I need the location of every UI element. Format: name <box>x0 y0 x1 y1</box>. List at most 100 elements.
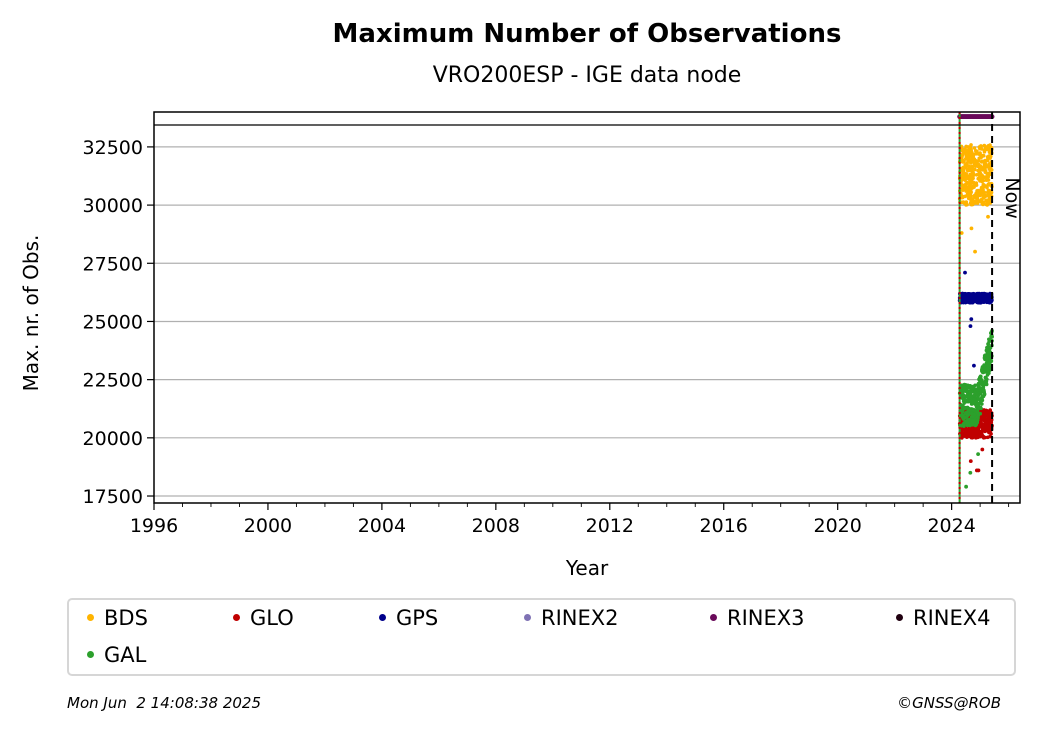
data-point-bds <box>987 154 991 158</box>
data-point-gal <box>977 384 981 388</box>
plot-area-frame <box>153 111 1021 504</box>
y-tick-label: 17500 <box>83 486 143 508</box>
observations-chart: Maximum Number of Observations VRO200ESP… <box>19 19 1023 580</box>
data-point-glo <box>974 434 979 439</box>
data-point-gal <box>978 374 983 379</box>
data-point-gps <box>976 293 980 297</box>
legend-item-rinex2: RINEX2 <box>524 606 619 630</box>
data-point-glo <box>980 425 985 429</box>
data-point-glo <box>983 435 988 440</box>
legend-label-rinex2: RINEX2 <box>541 606 619 630</box>
legend-item-gps: GPS <box>379 606 438 630</box>
data-point-gps-outlier <box>968 324 973 329</box>
legend-marker-bds <box>87 613 94 621</box>
data-point-bds <box>989 168 993 173</box>
legend-label-rinex3: RINEX3 <box>727 606 805 630</box>
data-point-gal <box>962 406 966 410</box>
data-point-gal <box>983 375 988 380</box>
data-point-bds <box>985 200 990 205</box>
data-point-bds <box>980 166 985 171</box>
grid-layer <box>154 146 1020 497</box>
y-tick-label: 20000 <box>83 428 143 450</box>
data-point-bds <box>983 145 988 150</box>
points-layer <box>957 114 995 489</box>
data-point-bds <box>966 168 970 173</box>
data-point-bds <box>961 165 966 170</box>
data-point-gal <box>969 394 974 399</box>
data-point-bds <box>983 175 988 179</box>
legend-item-bds: BDS <box>87 606 148 630</box>
data-point-gal <box>986 368 990 373</box>
data-point-bds <box>980 187 984 191</box>
legend-marker-rinex3 <box>710 613 717 621</box>
data-point-glo-outlier <box>968 459 973 464</box>
data-point-gal <box>985 365 990 370</box>
data-point-gal <box>974 392 979 396</box>
data-point-bds <box>972 199 976 204</box>
data-point-glo <box>970 429 975 434</box>
data-point-bds <box>979 160 984 164</box>
data-point-bds <box>966 194 971 199</box>
data-point-gal <box>964 399 969 403</box>
x-tick-label: 2004 <box>358 515 406 537</box>
data-point-gal <box>978 399 983 404</box>
data-point-bds <box>987 162 992 166</box>
data-point-bds <box>985 164 990 169</box>
data-point-gal <box>986 354 990 358</box>
data-point-gps <box>978 300 982 305</box>
data-point-bds <box>980 153 984 158</box>
x-tick-label: 1996 <box>130 515 178 537</box>
x-tick-label: 2016 <box>700 515 748 537</box>
data-point-glo <box>981 417 986 421</box>
x-tick-label: 2012 <box>586 515 634 537</box>
data-point-bds <box>963 194 968 199</box>
data-point-gps <box>969 294 974 299</box>
vline-layer <box>958 112 994 503</box>
data-point-gal <box>988 360 992 365</box>
data-point-glo <box>973 430 978 435</box>
data-point-glo <box>986 419 991 424</box>
data-point-bds <box>975 188 979 193</box>
data-point-gal <box>970 401 975 405</box>
data-point-gal <box>961 415 965 420</box>
legend-marker-gps <box>379 613 386 621</box>
data-point-bds <box>976 172 981 177</box>
legend-item-glo: GLO <box>233 606 294 630</box>
data-point-bds <box>977 156 982 161</box>
legend-label-bds: BDS <box>104 606 148 630</box>
data-point-bds <box>969 187 973 191</box>
data-point-bds <box>979 199 983 204</box>
data-point-gal <box>987 337 991 342</box>
legend-marker-glo <box>233 613 240 621</box>
data-point-gal <box>966 385 970 389</box>
data-point-gps <box>969 300 973 305</box>
data-point-bds <box>971 152 976 157</box>
data-point-glo <box>965 434 970 438</box>
legend-label-rinex4: RINEX4 <box>913 606 991 630</box>
data-point-glo <box>980 433 985 438</box>
chart-title: Maximum Number of Observations <box>333 19 842 49</box>
data-point-bds <box>964 189 968 193</box>
data-point-bds <box>964 186 968 190</box>
data-point-bds <box>963 157 968 161</box>
data-point-gal-outlier <box>976 452 981 457</box>
data-point-gps-outlier <box>963 270 967 275</box>
data-point-bds <box>964 163 969 168</box>
data-point-gal <box>970 420 975 425</box>
data-point-bds <box>963 183 968 188</box>
y-axis-label: Max. nr. of Obs. <box>19 235 43 392</box>
data-point-gal <box>977 406 982 410</box>
data-point-bds <box>961 170 966 175</box>
data-point-bds <box>968 147 973 151</box>
legend-marker-gal <box>87 650 94 658</box>
data-point-gps-outlier <box>972 363 976 368</box>
data-point-glo-outlier <box>976 468 981 473</box>
data-point-bds <box>985 157 990 162</box>
data-point-bds <box>979 190 984 195</box>
now-line-label: Now <box>1001 177 1023 218</box>
data-point-bds <box>982 183 986 187</box>
data-point-bds <box>969 178 974 183</box>
data-point-bds <box>968 151 973 156</box>
data-point-gal <box>974 414 979 419</box>
data-point-bds <box>969 167 974 172</box>
